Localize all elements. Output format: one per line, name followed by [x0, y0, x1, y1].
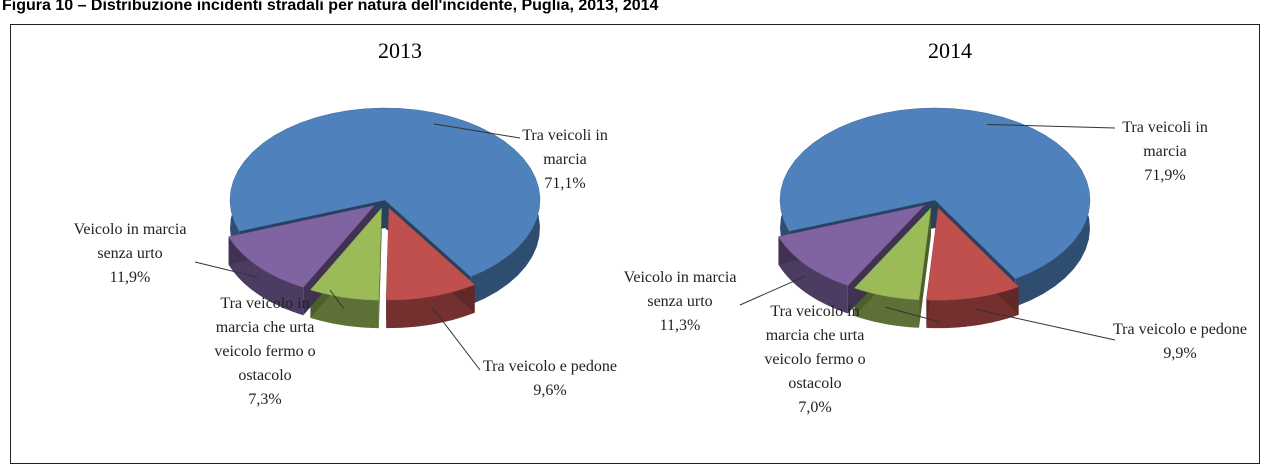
category-label: Tra veicolo in marcia che urta veicolo f… [214, 295, 316, 384]
slice [309, 207, 382, 301]
data-label: Veicolo in marcia senza urto 11,3% [620, 266, 740, 338]
category-label: Tra veicolo e pedone [1112, 321, 1248, 338]
leader-line [739, 275, 806, 306]
charts [194, 107, 1116, 371]
value-label: 7,0% [798, 399, 832, 416]
data-label: Tra veicolo e pedone 9,9% [1110, 318, 1250, 366]
slice [778, 204, 926, 286]
slice-side [926, 286, 1019, 329]
slice [779, 107, 1091, 279]
leader-line [433, 123, 521, 139]
data-label: Veicolo in marcia senza urto 11,9% [70, 218, 190, 290]
category-label: Veicolo in marcia senza urto [73, 221, 187, 262]
value-label: 11,3% [659, 317, 701, 334]
value-label: 71,1% [544, 175, 586, 192]
slice-side [386, 284, 475, 329]
leader-line [974, 308, 1116, 341]
leader-line [431, 307, 481, 371]
data-label: Tra veicolo e pedone 9,6% [480, 355, 620, 403]
leader-line [194, 261, 259, 278]
category-label: Veicolo in marcia senza urto [623, 269, 737, 310]
leader-line [329, 289, 345, 309]
slice-side [228, 236, 304, 316]
category-label: Tra veicolo e pedone [482, 358, 618, 375]
slice [853, 207, 932, 301]
slice [228, 205, 376, 288]
caption: Figura 10 – Distribuzione incidenti stra… [2, 0, 659, 14]
data-label: Tra veicolo in marcia che urta veicolo f… [750, 300, 880, 420]
value-label: 11,9% [109, 269, 151, 286]
slice-side [778, 236, 848, 314]
value-label: 9,6% [533, 382, 567, 399]
value-label: 9,9% [1163, 345, 1197, 362]
leader-line [885, 306, 941, 323]
leader-line [986, 123, 1116, 129]
data-label: Tra veicoli in marcia 71,1% [500, 124, 630, 196]
slice [229, 107, 541, 277]
value-label: 71,9% [1144, 167, 1186, 184]
slice [926, 207, 1020, 301]
data-label: Tra veicolo in marcia che urta veicolo f… [200, 292, 330, 412]
chart-title: 2014 [928, 38, 972, 63]
slice [385, 207, 476, 301]
chart-title: 2013 [378, 38, 422, 63]
category-label: Tra veicoli in marcia [522, 127, 608, 168]
category-label: Tra veicolo in marcia che urta veicolo f… [764, 303, 866, 392]
value-label: 7,3% [248, 391, 282, 408]
data-label: Tra veicoli in marcia 71,9% [1100, 116, 1230, 188]
category-label: Tra veicoli in marcia [1122, 119, 1208, 160]
